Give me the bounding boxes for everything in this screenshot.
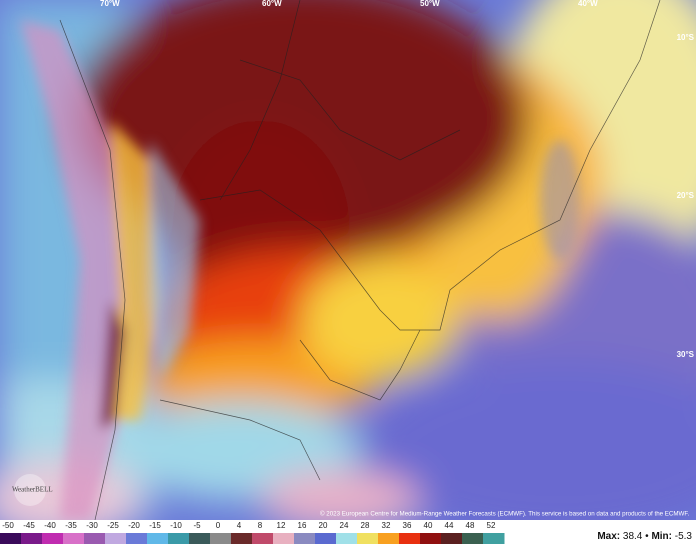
colorbar-segment bbox=[378, 533, 400, 544]
colorbar-segment bbox=[315, 533, 337, 544]
colorbar-segment bbox=[63, 533, 85, 544]
colorbar-segment bbox=[21, 533, 43, 544]
separator: • bbox=[645, 531, 649, 542]
colorbar-segment bbox=[0, 533, 22, 544]
colorbar-tick-label: -45 bbox=[23, 521, 35, 530]
colorbar-tick-label: 28 bbox=[361, 521, 370, 530]
colorbar-tick-label: 0 bbox=[216, 521, 221, 530]
colorbar-tick-label: 8 bbox=[258, 521, 263, 530]
colorbar-segment bbox=[420, 533, 442, 544]
colorbar-tick-label: -35 bbox=[65, 521, 77, 530]
longitude-label: 70°W bbox=[100, 0, 120, 8]
colorbar-tick-label: 24 bbox=[340, 521, 349, 530]
colorbar-segment bbox=[210, 533, 232, 544]
colorbar: -50 -45 -40 -35 -30 -25 -20 -15 -10 -5 0 4 8 12 16 20 24… bbox=[0, 521, 505, 544]
colorbar-tick-label: 4 bbox=[237, 521, 242, 530]
colorbar-segment bbox=[147, 533, 169, 544]
colorbar-segment bbox=[42, 533, 64, 544]
colorbar-tick-label: -20 bbox=[128, 521, 140, 530]
colorbar-segment bbox=[273, 533, 295, 544]
logo: WeatherBELL bbox=[12, 486, 53, 494]
logo-badge bbox=[14, 474, 46, 506]
min-label: Min: bbox=[651, 531, 672, 542]
colorbar-tick-label: 40 bbox=[424, 521, 433, 530]
colorbar-segment bbox=[357, 533, 379, 544]
latitude-label: 30°S bbox=[677, 350, 695, 359]
colorbar-segment bbox=[84, 533, 106, 544]
stats: Max: 38.4 • Min: -5.3 bbox=[597, 531, 692, 542]
max-value: 38.4 bbox=[623, 531, 643, 542]
colorbar-segment bbox=[399, 533, 421, 544]
colorbar-tick-label: 32 bbox=[382, 521, 391, 530]
longitude-label: 40°W bbox=[578, 0, 598, 8]
colorbar-segment bbox=[483, 533, 505, 544]
colorbar-tick-label: -25 bbox=[107, 521, 119, 530]
colorbar-segment bbox=[168, 533, 190, 544]
max-label: Max: bbox=[597, 531, 620, 542]
colorbar-tick-label: -10 bbox=[170, 521, 182, 530]
colorbar-segment bbox=[126, 533, 148, 544]
colorbar-segment bbox=[462, 533, 484, 544]
colorbar-tick-label: 16 bbox=[298, 521, 307, 530]
longitude-label: 60°W bbox=[262, 0, 282, 8]
colorbar-tick-label: -5 bbox=[193, 521, 201, 530]
colorbar-tick-label: -15 bbox=[149, 521, 161, 530]
min-value: -5.3 bbox=[675, 531, 693, 542]
colorbar-segment bbox=[294, 533, 316, 544]
colorbar-tick-label: 44 bbox=[445, 521, 454, 530]
latitude-label: 10°S bbox=[677, 33, 695, 42]
credit: © 2023 European Centre for Medium-Range … bbox=[320, 511, 689, 518]
colorbar-segment bbox=[231, 533, 253, 544]
colorbar-tick-label: 36 bbox=[403, 521, 412, 530]
colorbar-tick-label: -40 bbox=[44, 521, 56, 530]
colorbar-segment bbox=[252, 533, 274, 544]
colorbar-tick-label: 12 bbox=[277, 521, 286, 530]
colorbar-segment bbox=[336, 533, 358, 544]
colorbar-segment bbox=[441, 533, 463, 544]
colorbar-tick-label: -50 bbox=[2, 521, 14, 530]
colorbar-tick-label: 48 bbox=[466, 521, 475, 530]
longitude-label: 50°W bbox=[420, 0, 440, 8]
colorbar-tick-label: -30 bbox=[86, 521, 98, 530]
latitude-label: 20°S bbox=[677, 191, 695, 200]
colorbar-tick-label: 52 bbox=[487, 521, 496, 530]
colorbar-segment bbox=[105, 533, 127, 544]
colorbar-segment bbox=[189, 533, 211, 544]
colorbar-tick-label: 20 bbox=[319, 521, 328, 530]
